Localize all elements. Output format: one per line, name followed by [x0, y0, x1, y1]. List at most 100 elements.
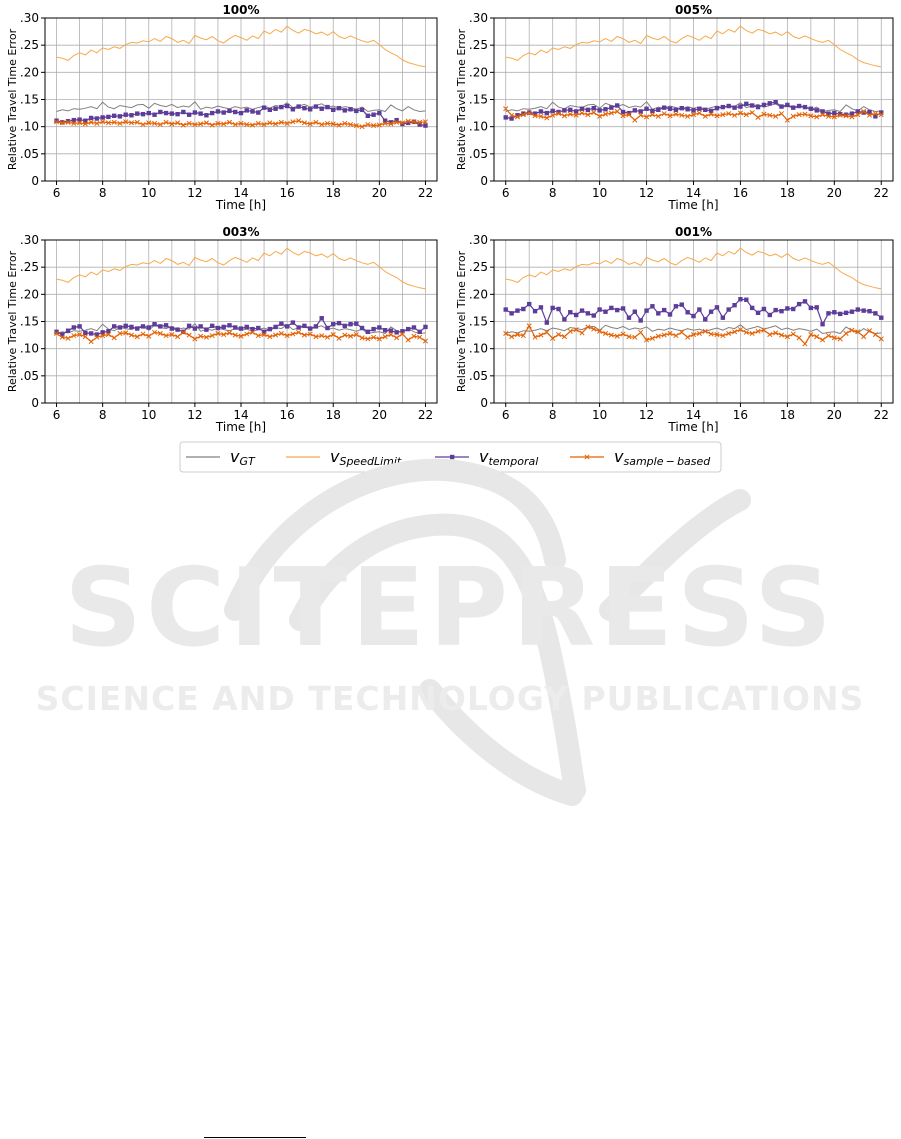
point-temporal: [650, 304, 655, 309]
point-temporal: [388, 328, 394, 333]
point-temporal: [88, 115, 94, 121]
watermark-swoosh: [224, 458, 751, 806]
point-temporal: [521, 111, 526, 116]
point-temporal: [644, 308, 649, 313]
point-sample-based: [773, 330, 779, 336]
point-temporal: [832, 310, 837, 315]
point-sample-based: [100, 333, 106, 339]
publisher-watermark: SCITEPRESS SCIENCE AND TECHNOLOGY PUBLIC…: [0, 440, 901, 860]
point-temporal: [169, 111, 175, 116]
point-temporal: [785, 306, 790, 311]
point-temporal: [117, 325, 123, 330]
point-temporal: [855, 109, 860, 114]
point-temporal: [867, 308, 872, 314]
point-temporal: [244, 108, 249, 113]
point-sample-based: [77, 120, 83, 126]
point-sample-based: [261, 331, 267, 338]
point-temporal: [562, 317, 567, 322]
point-sample-based: [411, 119, 417, 125]
x-tick-label: 8: [549, 186, 557, 200]
point-sample-based: [702, 328, 708, 334]
x-tick-label: 10: [141, 186, 156, 200]
x-tick-label: 12: [639, 408, 654, 422]
point-sample-based: [814, 334, 820, 340]
point-temporal: [503, 307, 508, 312]
series-line-speed_limit: [505, 247, 882, 290]
point-sample-based: [626, 334, 632, 340]
point-sample-based: [215, 330, 221, 337]
chart-panel-2: 6 8 10 12 14 16 18 20 22 0 .05 .10 .15 .20 .25 .30 005% T…: [455, 3, 894, 212]
x-tick-label: 6: [53, 186, 61, 200]
point-temporal: [163, 323, 169, 328]
point-sample-based: [696, 110, 702, 116]
point-sample-based: [732, 112, 738, 118]
point-temporal: [714, 105, 720, 111]
point-temporal: [273, 324, 278, 330]
point-sample-based: [140, 331, 146, 337]
y-tick-label: .20: [20, 287, 39, 301]
point-temporal: [198, 111, 203, 116]
point-sample-based: [301, 120, 307, 126]
point-temporal: [250, 326, 255, 332]
point-sample-based: [784, 117, 790, 123]
point-sample-based: [405, 337, 411, 343]
point-sample-based: [878, 112, 884, 118]
point-temporal: [826, 311, 831, 316]
point-sample-based: [514, 331, 521, 338]
legend-label: vSpeedLimit: [330, 447, 402, 468]
point-temporal: [685, 107, 690, 112]
point-sample-based: [602, 330, 609, 337]
point-sample-based: [123, 119, 129, 125]
point-sample-based: [198, 333, 204, 339]
point-sample-based: [749, 330, 755, 337]
point-sample-based: [394, 119, 400, 125]
point-sample-based: [579, 330, 585, 336]
point-temporal: [779, 104, 784, 109]
y-tick-label: .15: [469, 93, 488, 107]
point-sample-based: [376, 122, 382, 128]
point-sample-based: [720, 112, 726, 118]
point-sample-based: [802, 341, 808, 347]
point-sample-based: [198, 121, 204, 127]
point-temporal: [411, 325, 417, 330]
point-sample-based: [296, 329, 302, 335]
x-axis-label: Time [h]: [215, 198, 266, 212]
point-sample-based: [94, 120, 100, 126]
point-sample-based: [685, 113, 691, 119]
point-sample-based: [221, 121, 227, 127]
point-temporal: [146, 110, 151, 116]
point-sample-based: [825, 333, 832, 339]
x-tick-label: 20: [372, 186, 387, 200]
point-sample-based: [399, 120, 405, 126]
point-sample-based: [151, 120, 158, 126]
point-sample-based: [319, 121, 325, 128]
point-sample-based: [526, 323, 532, 329]
point-sample-based: [567, 111, 573, 117]
point-sample-based: [209, 122, 215, 128]
point-sample-based: [591, 109, 597, 116]
point-temporal: [796, 103, 802, 109]
point-sample-based: [134, 119, 140, 125]
point-temporal: [192, 326, 198, 331]
point-temporal: [279, 104, 284, 110]
point-temporal: [703, 107, 708, 113]
point-temporal: [615, 103, 620, 108]
point-sample-based: [319, 333, 325, 339]
point-sample-based: [814, 114, 820, 120]
point-sample-based: [849, 327, 855, 333]
legend-swatch-marker: [584, 454, 590, 460]
point-temporal: [83, 330, 88, 336]
y-tick-label: .25: [469, 38, 488, 52]
point-temporal: [626, 315, 632, 320]
point-sample-based: [405, 118, 411, 124]
point-temporal: [568, 310, 573, 315]
x-tick-label: 10: [592, 186, 607, 200]
point-sample-based: [755, 328, 761, 334]
point-temporal: [726, 103, 731, 109]
x-tick-label: 22: [418, 408, 433, 422]
point-sample-based: [855, 112, 861, 118]
point-sample-based: [209, 333, 215, 339]
point-temporal: [873, 114, 878, 119]
point-sample-based: [755, 114, 761, 120]
point-sample-based: [591, 326, 597, 332]
